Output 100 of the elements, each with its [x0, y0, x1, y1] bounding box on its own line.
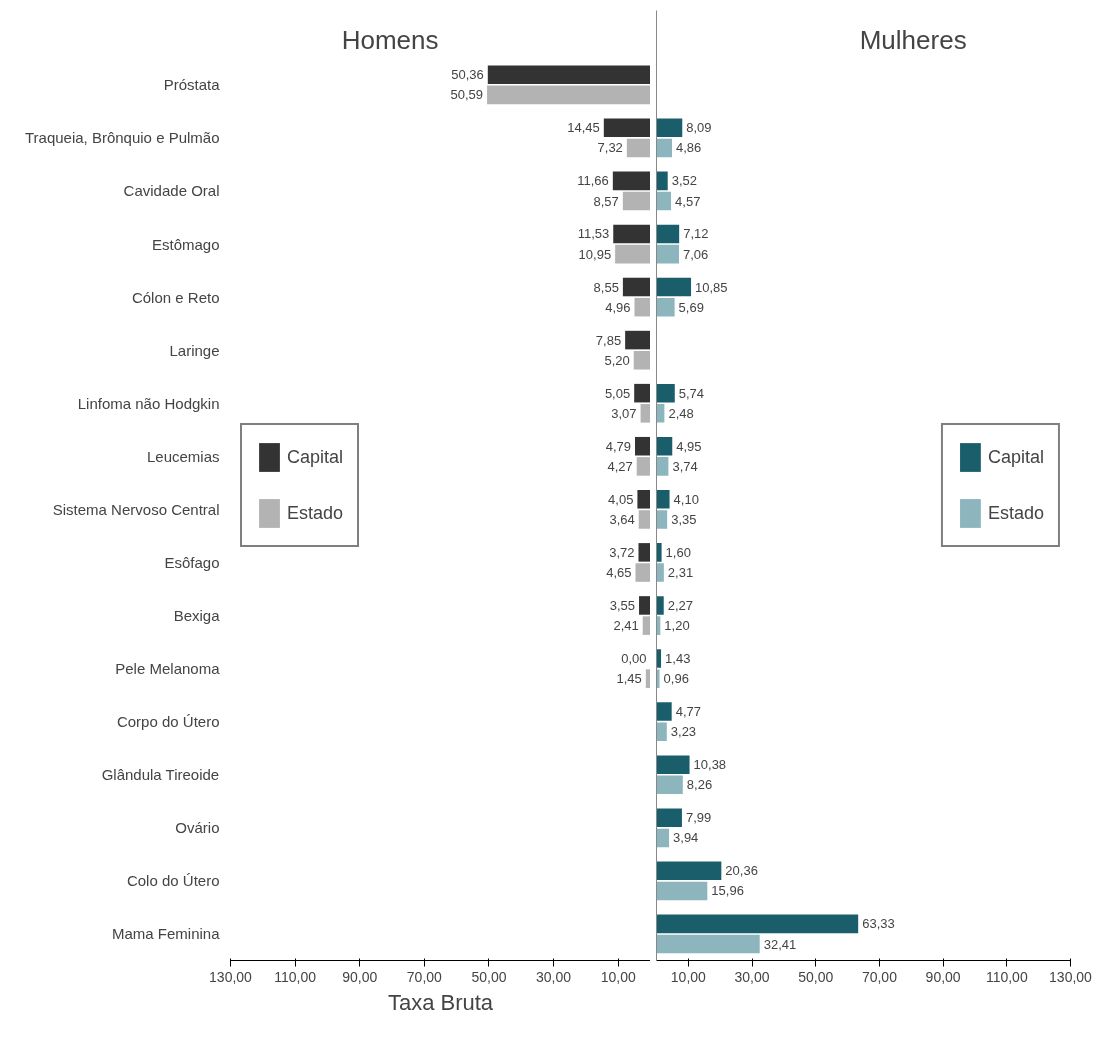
x-tick-label: 10,00 — [670, 968, 707, 985]
bar — [634, 383, 650, 403]
data-label: 5,74 — [678, 385, 705, 401]
y-tick-label: Leucemias — [146, 447, 220, 465]
text: Homens — [341, 24, 439, 55]
bar — [613, 224, 650, 244]
y-tick-label: Pele Melanoma — [115, 660, 221, 678]
bar — [656, 457, 669, 476]
data-label: 10,85 — [695, 279, 728, 295]
bar — [656, 702, 672, 721]
bar — [656, 118, 683, 138]
bar — [645, 669, 650, 688]
y-tick-label: Mama Feminina — [111, 925, 221, 943]
x-axis-title: Taxa Bruta — [387, 989, 494, 1015]
y-tick-label: Glândula Tireoide — [101, 766, 220, 784]
data-label: 8,57 — [593, 193, 619, 209]
bar — [639, 596, 650, 615]
data-label: 7,12 — [683, 226, 709, 242]
x-tick-label: 70,00 — [406, 968, 443, 985]
x-tick-label: 130,00 — [209, 968, 253, 985]
y-tick-label: Linfoma não Hodgkin — [77, 394, 220, 412]
bar — [656, 669, 660, 688]
data-label: 4,57 — [675, 193, 701, 209]
bar — [626, 138, 650, 158]
y-tick-label: Corpo do Útero — [116, 713, 220, 731]
data-label: 4,05 — [608, 491, 634, 507]
y-tick-label: Cavidade Oral — [123, 182, 220, 200]
data-label: 20,36 — [725, 863, 758, 879]
data-label: 2,41 — [613, 618, 639, 634]
bar — [622, 191, 650, 211]
legend-label: Estado — [287, 502, 344, 524]
bar — [656, 404, 665, 423]
bar — [656, 881, 708, 901]
data-label: 14,45 — [567, 120, 600, 136]
bar — [636, 457, 650, 476]
y-tick-label: Colo do Útero — [126, 872, 220, 890]
x-tick-label: 50,00 — [471, 968, 507, 985]
x-tick-label: 90,00 — [342, 968, 378, 985]
bar — [635, 436, 650, 456]
bar — [656, 191, 672, 211]
data-label: 15,96 — [711, 883, 744, 899]
data-label: 3,94 — [673, 830, 699, 846]
data-label: 3,35 — [671, 511, 697, 527]
bar — [656, 244, 679, 264]
data-label: 7,06 — [682, 246, 709, 262]
x-tick-label: 110,00 — [274, 968, 317, 985]
data-label: 10,95 — [578, 246, 612, 262]
data-label: 3,74 — [672, 458, 698, 474]
bar — [656, 861, 722, 881]
bar — [656, 277, 692, 297]
bar — [656, 722, 667, 742]
bar — [656, 596, 664, 615]
bar — [487, 65, 650, 84]
bar — [656, 490, 670, 509]
data-label: 11,53 — [577, 226, 610, 242]
bar — [656, 138, 672, 158]
bar — [622, 277, 650, 297]
data-label: 8,55 — [593, 279, 619, 295]
data-label: 5,69 — [678, 299, 704, 315]
data-label: 7,99 — [685, 810, 712, 826]
x-tick-label: 10,00 — [600, 968, 636, 985]
bar — [656, 436, 673, 456]
bar — [634, 297, 650, 317]
data-label: 8,26 — [686, 777, 713, 793]
bar — [656, 171, 668, 191]
data-label: 2,31 — [667, 565, 694, 581]
bar — [656, 649, 662, 668]
bar — [612, 171, 650, 191]
legend-label: Capital — [987, 446, 1044, 468]
data-label: 4,86 — [675, 140, 702, 156]
data-label: 4,27 — [607, 458, 633, 474]
data-label: 50,36 — [451, 67, 484, 83]
bar — [656, 808, 682, 828]
data-label: 4,65 — [606, 565, 632, 581]
data-label: 4,79 — [605, 438, 632, 454]
data-label: 4,77 — [675, 704, 701, 720]
data-label: 5,05 — [604, 385, 631, 401]
data-label: 3,64 — [609, 511, 635, 527]
bar — [640, 404, 650, 423]
data-label: 1,43 — [665, 651, 691, 667]
bar — [656, 297, 675, 317]
legend-label: Capital — [287, 446, 344, 468]
y-tick-label: Estômago — [151, 235, 220, 253]
bar — [656, 828, 670, 848]
data-label: 4,95 — [676, 438, 702, 454]
data-label: 10,38 — [693, 757, 727, 773]
data-label: 7,32 — [597, 140, 623, 156]
data-label: 0,96 — [663, 671, 689, 687]
data-label: 63,33 — [862, 916, 895, 932]
data-label: 7,85 — [595, 332, 622, 348]
x-tick-label: 90,00 — [925, 968, 961, 985]
data-label: 2,27 — [667, 597, 694, 613]
data-label: 0,00 — [621, 651, 647, 667]
legend-label: Estado — [987, 502, 1044, 524]
bar — [615, 244, 650, 264]
bar — [603, 118, 650, 138]
y-tick-label: Laringe — [169, 341, 220, 359]
bar — [656, 755, 690, 774]
bar — [656, 775, 683, 795]
x-tick-label: 130,00 — [1049, 968, 1093, 985]
